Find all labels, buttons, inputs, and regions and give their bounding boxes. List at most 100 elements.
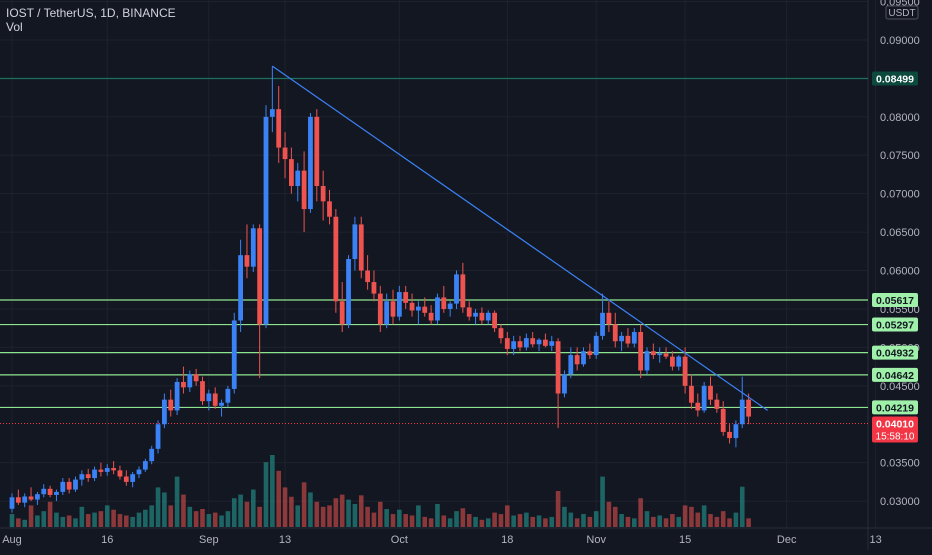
candle[interactable]	[66, 478, 72, 494]
candle[interactable]	[238, 239, 243, 333]
candle[interactable]	[492, 310, 497, 333]
candle[interactable]	[219, 399, 224, 417]
candle[interactable]	[269, 66, 275, 133]
candle[interactable]	[117, 465, 123, 480]
candle[interactable]	[212, 387, 218, 409]
candle[interactable]	[73, 476, 78, 492]
candle[interactable]	[352, 216, 358, 271]
candle[interactable]	[657, 347, 663, 363]
candle[interactable]	[384, 293, 390, 329]
candle[interactable]	[409, 293, 415, 317]
candle[interactable]	[85, 468, 91, 482]
candle[interactable]	[142, 458, 148, 472]
candle[interactable]	[568, 347, 574, 379]
candle[interactable]	[155, 420, 161, 454]
candle[interactable]	[320, 170, 326, 221]
candle[interactable]	[193, 368, 199, 386]
candle[interactable]	[454, 270, 459, 309]
candle[interactable]	[695, 393, 701, 417]
level-tag[interactable]	[872, 317, 918, 332]
candle[interactable]	[187, 370, 193, 392]
candle[interactable]	[536, 338, 542, 352]
candle[interactable]	[244, 224, 250, 279]
candle[interactable]	[708, 376, 713, 406]
candle[interactable]	[181, 366, 186, 394]
candle[interactable]	[549, 335, 555, 352]
candle[interactable]	[714, 393, 720, 413]
candle[interactable]	[365, 255, 370, 290]
candle[interactable]	[174, 378, 180, 416]
candle[interactable]	[746, 393, 751, 425]
candle[interactable]	[581, 347, 586, 367]
candle[interactable]	[41, 484, 47, 498]
candle[interactable]	[619, 332, 624, 352]
candle[interactable]	[670, 351, 675, 371]
candle[interactable]	[517, 335, 523, 352]
candle[interactable]	[727, 424, 732, 444]
candle[interactable]	[600, 293, 605, 340]
candle[interactable]	[104, 464, 110, 476]
candle[interactable]	[485, 310, 491, 325]
candle[interactable]	[308, 112, 313, 213]
candle[interactable]	[650, 343, 656, 359]
candle[interactable]	[543, 333, 548, 348]
trendline[interactable]	[272, 65, 768, 411]
candle[interactable]	[466, 301, 472, 321]
candle[interactable]	[225, 385, 231, 408]
candle[interactable]	[22, 493, 28, 508]
candle[interactable]	[498, 324, 504, 344]
candle[interactable]	[682, 347, 688, 394]
candle[interactable]	[257, 224, 263, 379]
candle[interactable]	[79, 470, 85, 486]
candle[interactable]	[47, 485, 53, 498]
candle[interactable]	[473, 308, 478, 325]
candle[interactable]	[479, 307, 485, 325]
candle[interactable]	[250, 224, 256, 273]
candle[interactable]	[530, 332, 536, 348]
candle[interactable]	[733, 420, 739, 448]
candle[interactable]	[111, 461, 116, 475]
candle[interactable]	[295, 162, 301, 202]
candle[interactable]	[511, 335, 517, 356]
candle[interactable]	[377, 285, 383, 333]
level-tag[interactable]	[872, 367, 918, 382]
candle[interactable]	[263, 105, 269, 329]
level-tag[interactable]	[872, 400, 918, 415]
current-price-tag[interactable]	[872, 416, 918, 443]
candle[interactable]	[631, 328, 637, 348]
candle[interactable]	[701, 381, 707, 413]
candle[interactable]	[35, 491, 40, 505]
candle[interactable]	[523, 333, 529, 351]
candle[interactable]	[149, 445, 155, 465]
candle[interactable]	[136, 466, 142, 479]
candle[interactable]	[276, 86, 282, 163]
candle[interactable]	[739, 376, 745, 429]
candle[interactable]	[612, 312, 618, 348]
candle[interactable]	[130, 471, 136, 488]
candle[interactable]	[460, 262, 466, 313]
candle[interactable]	[663, 347, 669, 359]
candle[interactable]	[428, 305, 434, 325]
candle[interactable]	[358, 216, 364, 279]
candle[interactable]	[98, 462, 104, 477]
candle[interactable]	[9, 493, 15, 513]
candle[interactable]	[555, 338, 561, 429]
level-tag[interactable]	[872, 71, 918, 86]
candle[interactable]	[289, 147, 294, 194]
candle[interactable]	[168, 389, 174, 417]
candle[interactable]	[435, 293, 440, 325]
symbol-title[interactable]: IOST / TetherUS, 1D, BINANCE	[6, 6, 176, 20]
candle[interactable]	[644, 347, 650, 375]
candle[interactable]	[231, 312, 237, 394]
candle[interactable]	[371, 270, 377, 302]
candle[interactable]	[416, 301, 421, 325]
level-tag[interactable]	[872, 345, 918, 360]
candle[interactable]	[625, 328, 631, 348]
candle[interactable]	[346, 255, 351, 329]
candle[interactable]	[574, 347, 580, 371]
candle[interactable]	[720, 401, 726, 436]
candle[interactable]	[15, 489, 21, 505]
level-tag[interactable]	[872, 292, 918, 307]
candle[interactable]	[200, 376, 205, 406]
